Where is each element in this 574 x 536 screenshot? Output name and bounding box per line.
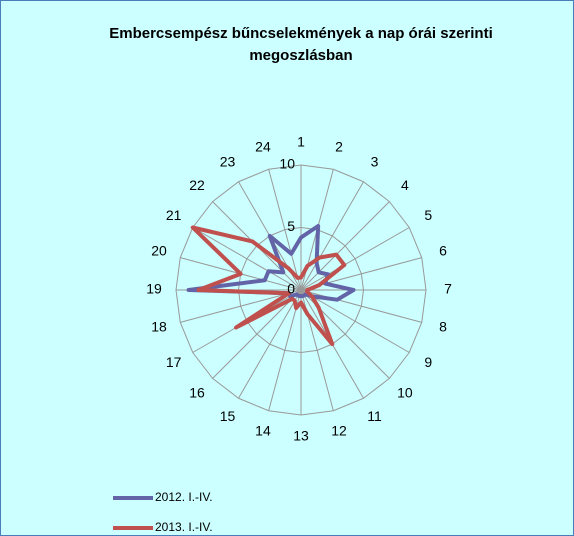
category-label: 7: [444, 281, 452, 297]
tick-label: 0: [287, 281, 295, 297]
legend-label: 2013. I.-IV.: [155, 520, 213, 534]
category-label: 20: [151, 243, 167, 259]
series-line: [186, 224, 356, 302]
category-label: 14: [255, 423, 271, 439]
category-label: 11: [367, 408, 382, 424]
category-label: 15: [220, 408, 236, 424]
category-label: 19: [146, 281, 162, 297]
category-label: 9: [424, 354, 432, 370]
chart-title: Embercsempész bűncselekmények a nap órái…: [109, 25, 493, 64]
category-label: 24: [255, 139, 271, 155]
tick-label: 10: [279, 156, 295, 172]
category-label: 8: [439, 319, 447, 335]
category-label: 2: [335, 139, 343, 155]
spoke: [300, 289, 410, 353]
category-label: 22: [189, 177, 205, 193]
category-label: 10: [397, 385, 413, 401]
category-label: 21: [166, 207, 182, 223]
category-label: 3: [371, 153, 379, 169]
category-label: 13: [293, 428, 309, 444]
category-label: 5: [424, 207, 432, 223]
spoke: [300, 289, 422, 323]
spoke: [180, 289, 302, 323]
spoke: [300, 201, 390, 291]
spoke: [212, 289, 302, 379]
category-label: 16: [189, 385, 205, 401]
spoke: [300, 227, 410, 291]
category-label: 18: [151, 319, 167, 335]
category-label: 6: [439, 243, 447, 259]
category-label: 17: [166, 354, 182, 370]
category-label: 12: [331, 423, 347, 439]
series-line: [190, 225, 347, 347]
tick-label: 5: [287, 218, 295, 234]
category-label: 23: [220, 153, 236, 169]
spoke: [300, 181, 364, 291]
spoke: [268, 169, 302, 291]
category-label: 4: [401, 177, 409, 193]
legend-label: 2012. I.-IV.: [155, 490, 213, 504]
spoke: [192, 227, 302, 291]
spoke: [238, 289, 302, 399]
spoke: [268, 289, 302, 411]
category-label: 1: [297, 134, 305, 150]
